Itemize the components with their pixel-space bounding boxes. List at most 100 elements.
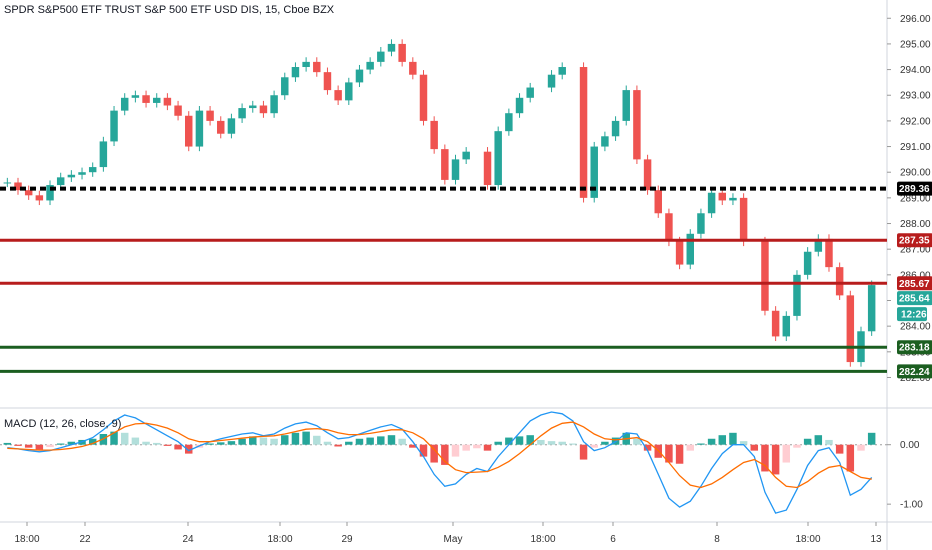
candle-body: [814, 238, 823, 252]
macd-histogram-bar: [67, 441, 76, 445]
candle-body: [67, 174, 76, 178]
macd-histogram-bar: [686, 444, 694, 451]
candle-body: [206, 110, 214, 121]
candle-body: [633, 90, 641, 160]
macd-histogram-bar: [825, 439, 833, 445]
macd-histogram-bar: [259, 437, 268, 445]
macd-histogram-bar: [483, 444, 492, 451]
candle-body: [782, 315, 791, 337]
macd-histogram-bar: [675, 444, 684, 464]
macd-histogram-bar: [323, 441, 332, 445]
macd-histogram-bar: [377, 436, 385, 445]
y-tick-label: 295.00: [900, 39, 931, 50]
y-tick-label: 294.00: [900, 65, 931, 76]
candle-body: [515, 97, 524, 114]
x-tick-label: 24: [182, 534, 194, 545]
macd-histogram-bar: [249, 436, 257, 445]
candle-body: [611, 120, 620, 137]
macd-histogram-bar: [739, 441, 748, 445]
candle-body: [355, 69, 364, 83]
candle-body: [793, 274, 801, 316]
y-tick-label: 287.00: [900, 245, 931, 256]
macd-histogram-bar: [579, 444, 588, 460]
macd-histogram-bar: [451, 444, 460, 457]
candle-body: [462, 151, 470, 160]
candle-body: [163, 97, 172, 106]
candle-body: [291, 67, 300, 78]
x-tick-label: 6: [610, 534, 616, 545]
macd-histogram-bar: [227, 441, 236, 445]
macd-histogram-bar: [643, 444, 652, 451]
candle-body: [675, 241, 684, 265]
candle-body: [867, 285, 876, 332]
candle-body: [366, 61, 374, 70]
macd-histogram-bar: [835, 444, 844, 454]
x-tick-label: 29: [341, 534, 353, 545]
candle-body: [259, 105, 268, 114]
candle-body: [35, 195, 44, 201]
candle-body: [195, 110, 204, 147]
macd-histogram-bar: [366, 437, 374, 445]
macd-histogram-bar: [494, 441, 502, 445]
macd-histogram-bar: [185, 444, 193, 454]
candle-body: [3, 182, 12, 184]
macd-histogram-bar: [46, 444, 54, 448]
macd-histogram-bar: [537, 439, 545, 445]
macd-histogram-bar: [526, 435, 534, 445]
macd-histogram-bar: [814, 435, 823, 445]
y-tick-label: 284.00: [900, 322, 931, 333]
macd-line: [7, 411, 873, 514]
macd-y-tick-label: -1.00: [900, 500, 923, 511]
x-tick-label: 18:00: [267, 534, 292, 545]
candle-body: [56, 177, 65, 186]
y-tick-label: 282.00: [900, 373, 931, 384]
countdown-label: 12:26: [901, 310, 927, 321]
candle-body: [451, 159, 460, 180]
macd-histogram-bar: [142, 441, 150, 445]
y-tick-label: 291.00: [900, 142, 931, 153]
price-line-tag: [897, 340, 932, 355]
macd-histogram-bar: [793, 444, 801, 448]
macd-histogram-bar: [803, 438, 812, 445]
macd-histogram-bar: [857, 444, 865, 451]
price-line-tag: [897, 181, 932, 196]
candle-body: [270, 95, 278, 114]
macd-histogram-bar: [718, 435, 727, 445]
x-tick-label: 22: [79, 534, 91, 545]
candle-body: [686, 233, 694, 265]
x-tick-label: 18:00: [14, 534, 39, 545]
y-tick-label: 290.00: [900, 168, 931, 179]
macd-histogram-bar: [387, 435, 396, 445]
macd-histogram-bar: [697, 443, 705, 445]
macd-histogram-bar: [846, 444, 855, 472]
macd-histogram-bar: [35, 444, 44, 450]
candle-body: [654, 190, 662, 214]
macd-histogram-bar: [601, 441, 609, 445]
candle-body: [387, 43, 396, 52]
candle-body: [398, 43, 406, 62]
candle-body: [323, 72, 332, 91]
countdown-tag: [897, 307, 927, 322]
y-tick-label: 288.00: [900, 219, 931, 230]
macd-histogram-bar: [633, 438, 641, 445]
macd-histogram-bar: [867, 432, 876, 445]
candle-body: [643, 159, 652, 191]
candle-body: [377, 51, 385, 62]
candle-body: [761, 241, 769, 311]
macd-histogram-bar: [729, 432, 737, 445]
candle-body: [120, 97, 129, 111]
macd-histogram-bar: [473, 444, 481, 449]
candle-body: [803, 251, 812, 275]
candle-body: [281, 77, 289, 96]
candle-body: [505, 113, 513, 132]
candle-body: [238, 108, 246, 119]
macd-histogram-bar: [569, 443, 577, 445]
macd-histogram-bar: [398, 438, 406, 445]
macd-histogram-bar: [24, 444, 33, 448]
x-tick-label: 18:00: [795, 534, 820, 545]
candle-body: [14, 182, 22, 191]
candle-body: [334, 90, 342, 101]
candle-body: [131, 95, 140, 98]
